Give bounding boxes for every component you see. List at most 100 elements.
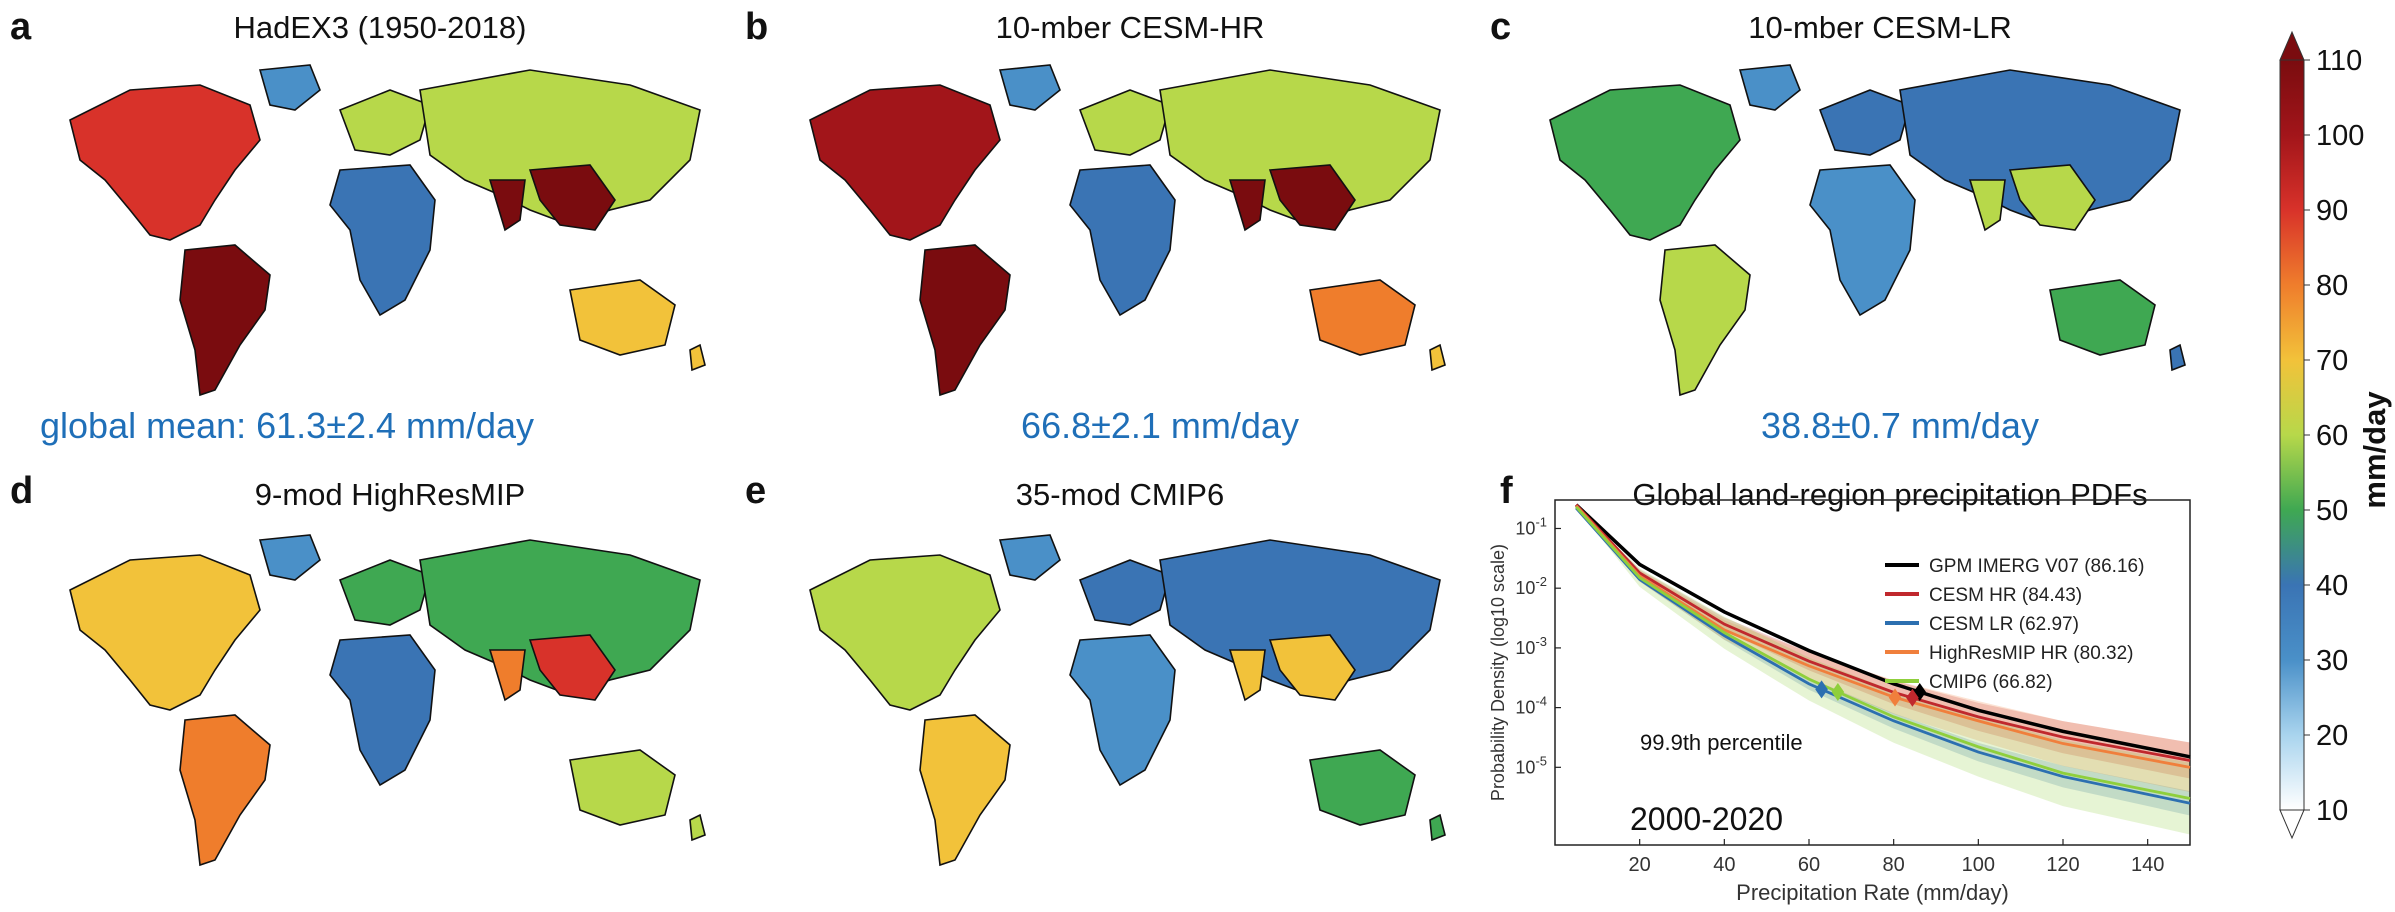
colorbar-label: mm/day — [2357, 391, 2392, 509]
series-line-3 — [1575, 504, 2191, 769]
panel-letter-f: f — [1500, 470, 1513, 512]
colorbar-tick-label: 30 — [2316, 645, 2348, 677]
panel-title-b: 10-mber CESM-HR — [995, 10, 1265, 45]
map-panel-b — [809, 64, 1446, 397]
continent-asia — [1159, 69, 1441, 226]
legend-entry-2: CESM LR (62.97) — [1929, 614, 2079, 635]
colorbar-tick-label: 70 — [2316, 345, 2348, 377]
x-tick-label: 100 — [1962, 854, 1995, 876]
continent-north-america — [809, 554, 1001, 711]
continent-africa — [1069, 634, 1176, 787]
y-tick-label: 10-2 — [1515, 574, 1547, 598]
colorbar-tick-label: 80 — [2316, 270, 2348, 302]
panel-title-d: 9-mod HighResMIP — [254, 477, 526, 512]
continent-europe — [338, 559, 431, 626]
series-band-4 — [1576, 506, 2190, 835]
continent-asia — [419, 539, 701, 696]
continent-australia — [1309, 749, 1416, 826]
y-axis-label: Probability Density (log10 scale) — [1490, 544, 1508, 801]
x-tick-label: 120 — [2046, 854, 2079, 876]
continent-north-america — [69, 84, 261, 241]
panel-letter-c: c — [1490, 6, 1512, 48]
continent-greenland — [258, 534, 321, 581]
panel-title-a: HadEX3 (1950-2018) — [233, 10, 527, 45]
continent-africa — [329, 164, 436, 317]
colorbar-tick-label: 100 — [2316, 120, 2364, 152]
continent-india — [1228, 649, 1266, 702]
continent-south-america — [179, 244, 271, 397]
continent-asia — [419, 69, 701, 226]
y-tick-label: 10-4 — [1515, 694, 1547, 718]
legend-entry-3: HighResMIP HR (80.32) — [1929, 643, 2134, 664]
panel-letter-d: d — [10, 470, 34, 512]
series-band-1 — [1576, 504, 2190, 779]
colorbar: 10 20 30 40 50 60 70 80 90 100 110 mm/day — [2279, 30, 2392, 840]
colorbar-tick-label: 60 — [2316, 420, 2348, 452]
period-label: 2000-2020 — [1630, 801, 1783, 837]
continent-europe — [1078, 89, 1171, 156]
x-axis-label: Precipitation Rate (mm/day) — [1736, 880, 2009, 905]
continent-new-zealand — [1429, 343, 1446, 372]
panel-letter-e: e — [745, 470, 767, 512]
continent-asia — [1159, 539, 1441, 696]
percentile-marker-1 — [1906, 688, 1919, 707]
colorbar-tick-label: 50 — [2316, 495, 2348, 527]
x-tick-label: 40 — [1713, 854, 1735, 876]
series-line-1 — [1575, 503, 2191, 762]
global-mean-a: global mean: 61.3±2.4 mm/day — [40, 405, 535, 446]
x-tick-label: 60 — [1798, 854, 1820, 876]
map-panel-e — [809, 534, 1446, 867]
continent-new-zealand — [1429, 813, 1446, 842]
percentile-marker-2 — [1815, 680, 1828, 699]
map-panel-d — [69, 534, 706, 867]
percentile-annotation: 99.9th percentile — [1640, 730, 1803, 755]
colorbar-max-arrow — [2279, 30, 2305, 61]
x-tick-label: 140 — [2131, 854, 2164, 876]
panel-title-c: 10-mber CESM-LR — [1748, 10, 2012, 45]
series-line-2 — [1575, 507, 2191, 805]
continent-south-america — [919, 244, 1011, 397]
continent-new-zealand — [689, 343, 706, 372]
global-mean-c: 38.8±0.7 mm/day — [1761, 405, 2039, 446]
colorbar-tick-label: 90 — [2316, 195, 2348, 227]
map-panel-a — [69, 64, 706, 397]
colorbar-tick-label: 20 — [2316, 720, 2348, 752]
continent-europe — [338, 89, 431, 156]
continent-india — [488, 649, 526, 702]
continent-europe — [1818, 89, 1911, 156]
pdf-chart: 20 40 60 80 100 120 140 10-1 10-2 10-3 10-4 10-5 GPM… — [1490, 499, 2191, 905]
y-tick-label: 10-3 — [1515, 634, 1547, 658]
plot-frame — [1554, 499, 2191, 846]
continent-greenland — [1738, 64, 1801, 111]
panel-letter-a: a — [10, 6, 32, 48]
continent-australia — [2049, 279, 2156, 356]
continent-se-asia-monsoon — [528, 164, 616, 231]
continent-india — [1968, 179, 2006, 232]
legend-entry-4: CMIP6 (66.82) — [1929, 672, 2053, 693]
percentile-marker-3 — [1888, 688, 1902, 707]
colorbar-tick-label: 110 — [2316, 45, 2362, 77]
series-band-3 — [1576, 505, 2190, 793]
continent-se-asia-monsoon — [1268, 634, 1356, 701]
continent-greenland — [998, 64, 1061, 111]
continent-new-zealand — [2169, 343, 2186, 372]
series-line-0 — [1574, 503, 2191, 759]
continent-new-zealand — [689, 813, 706, 842]
legend-entry-1: CESM HR (84.43) — [1929, 585, 2082, 606]
continent-south-america — [1659, 244, 1751, 397]
colorbar-gradient — [2279, 59, 2305, 811]
continent-india — [488, 179, 526, 232]
continent-greenland — [998, 534, 1061, 581]
y-tick-label: 10-1 — [1515, 514, 1547, 538]
colorbar-tick-label: 10 — [2316, 795, 2348, 827]
panel-title-f: Global land-region precipitation PDFs — [1632, 477, 2148, 512]
continent-south-america — [919, 714, 1011, 867]
continent-north-america — [1549, 84, 1741, 241]
continent-africa — [1809, 164, 1916, 317]
continent-se-asia-monsoon — [2008, 164, 2096, 231]
continent-africa — [1069, 164, 1176, 317]
continent-se-asia-monsoon — [528, 634, 616, 701]
continent-se-asia-monsoon — [1268, 164, 1356, 231]
percentile-marker-0 — [1913, 683, 1927, 702]
x-tick-label: 80 — [1883, 854, 1905, 876]
